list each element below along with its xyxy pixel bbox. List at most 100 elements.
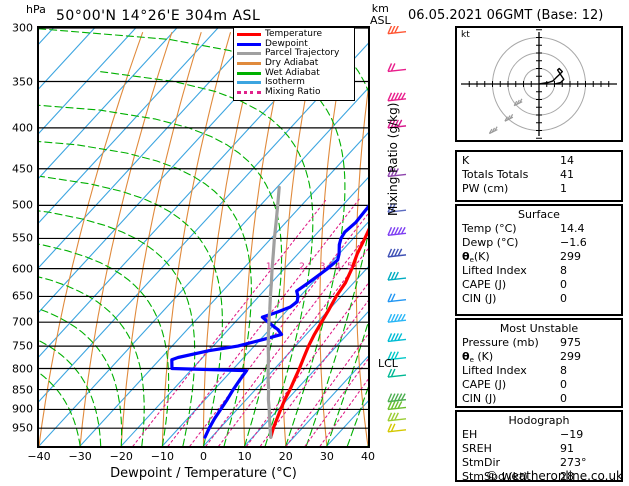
- mixing-ratio-lines: [132, 197, 368, 446]
- data-row-value: 0: [560, 378, 567, 391]
- pressure-tick-label: 850: [12, 383, 33, 397]
- pressure-tick-label: 600: [12, 262, 33, 276]
- most-unstable-panel-title: Most Unstable: [499, 322, 579, 335]
- data-row: K 14: [457, 154, 621, 168]
- most-unstable-rows: Pressure (mb) 975 θe (K) 299 Lifted Index 8 CA…: [457, 336, 621, 406]
- hodograph-panel: kt: [455, 13, 623, 155]
- wind-barb: [387, 203, 407, 213]
- temperature-tick-label: −30: [68, 450, 92, 463]
- data-row: Dewp (°C) −1.6: [457, 236, 621, 250]
- data-row-key: CIN (J): [462, 392, 497, 405]
- legend-swatch: [237, 33, 261, 37]
- data-row-key: Dewp (°C): [462, 236, 519, 249]
- surface-panel-title: Surface: [518, 208, 560, 221]
- temperature-tick-label: 0: [200, 450, 207, 463]
- data-row-value: 14.4: [560, 222, 585, 235]
- mixing-ratio-axis-title: Mixing Ratio (g/kg): [386, 102, 400, 216]
- data-row-key: Lifted Index: [462, 364, 527, 377]
- legend-label: Isotherm: [265, 77, 305, 88]
- wind-barb: [387, 351, 407, 361]
- lcl-label: LCL: [378, 357, 398, 370]
- hodograph-stats-title: Hodograph: [508, 414, 570, 427]
- legend-label: Dewpoint: [265, 38, 308, 49]
- legend-item: Dry Adiabat: [237, 59, 351, 69]
- surface-rows: Temp (°C) 14.4 Dewp (°C) −1.6 θe(K) 299 Lifted…: [457, 222, 621, 306]
- data-row: Totals Totals 41: [457, 168, 621, 182]
- surface-panel: Surface Temp (°C) 14.4 Dewp (°C) −1.6 θe(K) 2…: [455, 204, 623, 316]
- wind-barb: [387, 119, 407, 129]
- pressure-unit-label: hPa: [26, 3, 46, 16]
- hodograph-marker: [513, 98, 523, 107]
- hodograph-unit-label: kt: [461, 30, 470, 40]
- data-row-value: 28: [560, 470, 574, 483]
- data-row-key: K: [462, 154, 470, 167]
- data-row: PW (cm) 1: [457, 182, 621, 196]
- data-row: Lifted Index 8: [457, 264, 621, 278]
- wind-barb: [387, 293, 407, 303]
- mixing-ratio-label: 4: [334, 261, 341, 272]
- wind-barb: [387, 393, 407, 403]
- data-row-value: −1.6: [560, 236, 587, 249]
- data-row-value: 299: [560, 350, 581, 363]
- data-row-value: 0: [560, 292, 567, 305]
- pressure-tick-label: 400: [12, 121, 33, 135]
- data-row-key: Temp (°C): [462, 222, 517, 235]
- mixing-ratio-label: 1: [265, 261, 272, 272]
- pressure-tick-label: 900: [12, 402, 33, 416]
- wind-barb: [387, 412, 407, 422]
- pressure-tick-label: 650: [12, 289, 33, 303]
- data-row-key: EH: [462, 428, 478, 441]
- data-row-value: 1: [560, 182, 567, 195]
- legend: Temperature Dewpoint Parcel Trajectory Dry …: [233, 27, 355, 102]
- data-row: CIN (J) 0: [457, 292, 621, 306]
- data-row-value: −19: [560, 428, 584, 441]
- data-row-key: PW (cm): [462, 182, 509, 195]
- legend-label: Temperature: [265, 29, 323, 40]
- footer-credit: © weatheronline.co.uk: [485, 469, 623, 483]
- legend-item: Dewpoint: [237, 38, 351, 50]
- pressure-tick-label: 700: [12, 315, 33, 329]
- data-row-key: CIN (J): [462, 292, 497, 305]
- mixing-ratio-label: 5: [347, 261, 353, 272]
- height-unit-line2: ASL: [370, 14, 391, 27]
- data-row-value: 91: [560, 442, 574, 455]
- data-row-key: θe(K): [462, 250, 490, 264]
- data-row: Lifted Index 8: [457, 364, 621, 378]
- hodograph-plot: [461, 13, 617, 155]
- data-row: θe (K) 299: [457, 350, 621, 364]
- wind-barb: [387, 63, 407, 73]
- wind-barb: [387, 333, 407, 343]
- data-row-key: CAPE (J): [462, 278, 507, 291]
- data-row-value: 8: [560, 364, 567, 377]
- wind-barb: [387, 271, 407, 281]
- x-axis-title: Dewpoint / Temperature (°C): [110, 466, 297, 481]
- legend-swatch: [237, 90, 261, 94]
- data-row-key: SREH: [462, 442, 492, 455]
- data-row-value: 0: [560, 278, 567, 291]
- legend-label: Dry Adiabat: [265, 58, 319, 69]
- data-row: CAPE (J) 0: [457, 378, 621, 392]
- legend-item: Temperature: [237, 30, 351, 40]
- legend-swatch: [237, 71, 261, 75]
- data-row-value: 0: [560, 392, 567, 405]
- height-unit-label: km ASL: [370, 3, 391, 27]
- temperature-tick-label: 40: [361, 450, 375, 463]
- data-row: SREH 91: [457, 442, 621, 456]
- wind-barb: [387, 313, 407, 323]
- mixing-ratio-label: 2: [299, 261, 305, 272]
- legend-item: Wet Adiabat: [237, 68, 351, 78]
- data-row-key: Pressure (mb): [462, 336, 539, 349]
- temperature-tick-label: −10: [150, 450, 174, 463]
- height-unit-line1: km: [371, 2, 389, 15]
- wind-barb-column: [370, 25, 418, 448]
- data-row-key: StmDir: [462, 456, 501, 469]
- data-row: CIN (J) 0: [457, 392, 621, 406]
- pressure-tick-label: 800: [12, 362, 33, 376]
- pressure-axis: 300 350 400 450 500 550 600 650 700 750 800 850 900 9…: [0, 22, 37, 448]
- data-row-key: θe (K): [462, 350, 494, 364]
- wind-barb: [387, 226, 407, 236]
- temperature-tick-label: 20: [278, 450, 293, 463]
- temperature-tick-label: 10: [237, 450, 252, 463]
- data-row: Pressure (mb) 975: [457, 336, 621, 350]
- pressure-tick-label: 550: [12, 231, 33, 245]
